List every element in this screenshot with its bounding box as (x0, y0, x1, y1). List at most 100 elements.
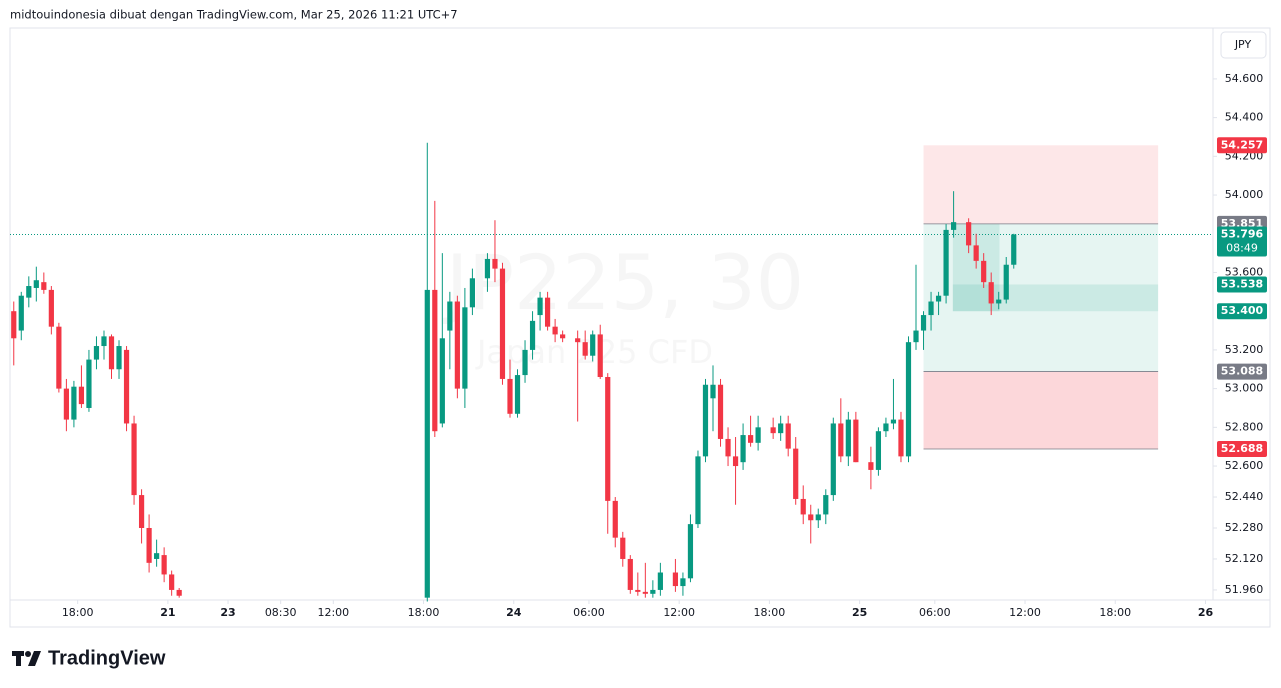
price-labels: 54.25753.85153.79608:4953.53853.40053.08… (1217, 137, 1267, 458)
candle-body (447, 301, 453, 331)
candle-body (18, 295, 24, 331)
x-tick-label: 18:00 (408, 606, 440, 619)
price-label: 52.688 (1221, 442, 1263, 455)
price-label: 53.400 (1221, 304, 1264, 317)
y-tick-label: 53.000 (1225, 382, 1264, 395)
candle-body (552, 326, 558, 335)
candle-body (808, 514, 814, 521)
candle-body (56, 326, 62, 389)
candle-body (131, 423, 137, 496)
candle-body (484, 258, 491, 279)
candle-body (943, 229, 949, 296)
candle-body (627, 558, 633, 590)
chart-frame (9, 27, 1271, 628)
y-tick-label: 52.800 (1225, 420, 1264, 433)
candle-body (537, 297, 543, 316)
candle-body (635, 589, 641, 592)
y-tick-label: 53.600 (1225, 265, 1264, 278)
candle-body (169, 574, 175, 590)
y-tick-label: 52.440 (1225, 490, 1264, 503)
candle-body (883, 423, 889, 432)
y-tick-label: 51.960 (1225, 583, 1264, 596)
candle-body (462, 307, 468, 389)
y-tick-label: 52.280 (1225, 521, 1264, 534)
candle-body (905, 342, 912, 457)
y-tick-label: 54.000 (1225, 188, 1264, 201)
candle-body (620, 537, 626, 559)
candle-body (424, 289, 430, 598)
watermark-symbol: JP225, 30 (442, 238, 804, 327)
candle-body (838, 423, 844, 457)
candle-body (86, 359, 92, 408)
candle-body (672, 572, 679, 587)
candle-body (981, 260, 987, 283)
candle-body (33, 280, 39, 288)
price-label: 53.088 (1221, 365, 1263, 378)
y-tick-label: 52.600 (1225, 459, 1264, 472)
candle-body (845, 419, 851, 457)
x-tick-label: 08:30 (265, 606, 297, 619)
candle-body (740, 435, 746, 463)
price-label-box (1217, 303, 1267, 320)
candle-body (642, 591, 648, 594)
candle-body (161, 555, 167, 575)
candle-body (823, 495, 829, 515)
x-tick-label: 18:00 (1099, 606, 1131, 619)
position-zone (952, 284, 1159, 312)
candle-body (116, 346, 122, 370)
candle-body (605, 377, 611, 501)
price-label-box (1217, 276, 1267, 293)
candle-body (778, 423, 784, 434)
candle-body (123, 349, 130, 424)
x-tick-label: 18:00 (754, 606, 786, 619)
candles (11, 142, 1017, 602)
candle-body (590, 334, 596, 356)
currency-label[interactable]: JPY (1234, 38, 1252, 51)
candle-body (71, 386, 77, 420)
y-tick-label: 54.600 (1225, 72, 1264, 85)
x-tick-label: 06:00 (919, 606, 951, 619)
candle-body (529, 320, 536, 350)
candle-body (890, 419, 897, 424)
candle-body (913, 330, 919, 343)
candle-body (687, 524, 694, 579)
candle-body (920, 315, 927, 331)
candle-body (732, 456, 739, 467)
candle-body (11, 311, 17, 339)
currency-button[interactable] (1220, 31, 1267, 59)
y-tick-label: 52.120 (1225, 552, 1264, 565)
candle-body (755, 427, 761, 443)
candle-body (146, 527, 152, 563)
logo-text: TradingView (48, 647, 166, 669)
x-tick-label: 23 (220, 606, 235, 619)
candle-body (432, 289, 438, 432)
y-tick-label: 53.200 (1225, 343, 1264, 356)
candle-body (575, 338, 581, 343)
candle-body (597, 334, 603, 378)
candle-body (582, 342, 588, 356)
candle-body (800, 498, 806, 515)
candle-body (154, 553, 160, 559)
candle-body (747, 435, 754, 443)
candle-body (996, 299, 1002, 304)
candle-body (1003, 264, 1009, 300)
position-zones (923, 145, 1159, 450)
candle-body (41, 282, 47, 290)
candle-body (560, 334, 566, 339)
price-label-box (1217, 226, 1267, 257)
candle-body (988, 282, 994, 304)
candle-body (101, 336, 107, 347)
candle-body (868, 462, 874, 470)
x-tick-label: 24 (506, 606, 522, 619)
logo-mark (25, 651, 31, 657)
candle-body (935, 295, 942, 302)
candle-body (725, 438, 731, 457)
candle-body (108, 336, 115, 370)
candle-body (928, 301, 934, 316)
candle-body (793, 448, 799, 499)
x-tick-label: 18:00 (62, 606, 94, 619)
candle-body (499, 268, 506, 379)
y-tick-label: 54.400 (1225, 111, 1264, 124)
